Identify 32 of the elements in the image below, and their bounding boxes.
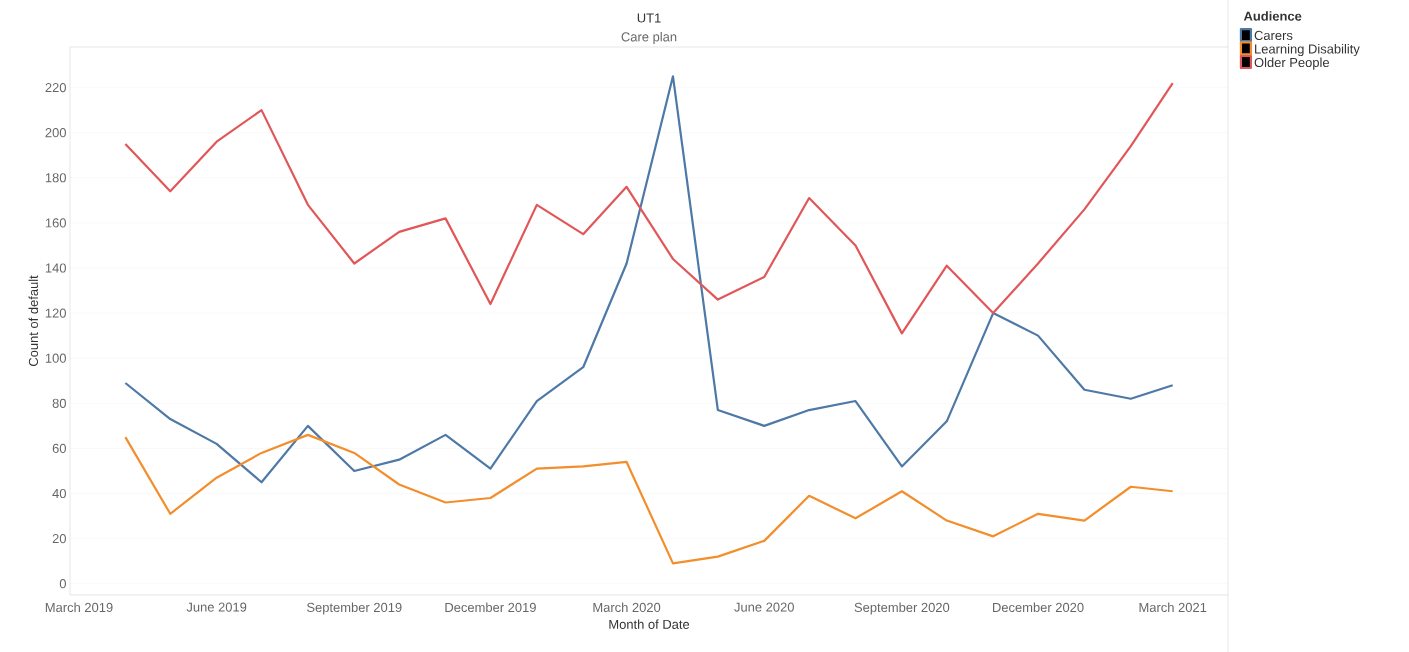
y-tick-label: 200 [45, 128, 66, 138]
y-tick-label: 40 [52, 488, 66, 499]
chart-title: UT1 [637, 13, 661, 23]
y-tick-label: 180 [45, 173, 66, 183]
x-axis-title: Month of Date [609, 619, 690, 629]
x-tick-label: December 2020 [993, 602, 1084, 613]
y-tick-label: 20 [52, 534, 66, 544]
x-tick-label: December 2019 [445, 602, 536, 613]
y-tick-label: 100 [45, 353, 66, 363]
legend-label: Learning Disability [1255, 44, 1360, 57]
x-tick-label: March 2020 [593, 602, 661, 613]
legend-title: Audience [1243, 11, 1302, 21]
x-tick-label: March 2019 [45, 602, 113, 613]
y-tick-label: 60 [52, 443, 66, 453]
x-tick-label: June 2020 [734, 602, 794, 612]
x-tick-label: September 2019 [307, 602, 402, 615]
line-series [124, 433, 1174, 565]
y-tick-label: 140 [45, 263, 66, 273]
y-tick-label: 220 [45, 82, 66, 93]
line-series [124, 75, 1174, 484]
y-tick-label: 160 [45, 218, 66, 228]
x-tick-label: September 2020 [854, 602, 950, 615]
legend-label: Carers [1254, 30, 1293, 40]
x-tick-label: June 2019 [186, 602, 247, 612]
legend-label: Older People [1254, 57, 1330, 70]
y-tick-label: 0 [59, 579, 66, 589]
x-tick-label: March 2021 [1139, 602, 1207, 613]
chart-subtitle: Care plan [621, 31, 677, 45]
y-axis-title: Count of default [28, 275, 39, 367]
y-tick-label: 80 [52, 398, 66, 408]
line-series [124, 81, 1174, 335]
y-tick-label: 120 [45, 308, 66, 318]
